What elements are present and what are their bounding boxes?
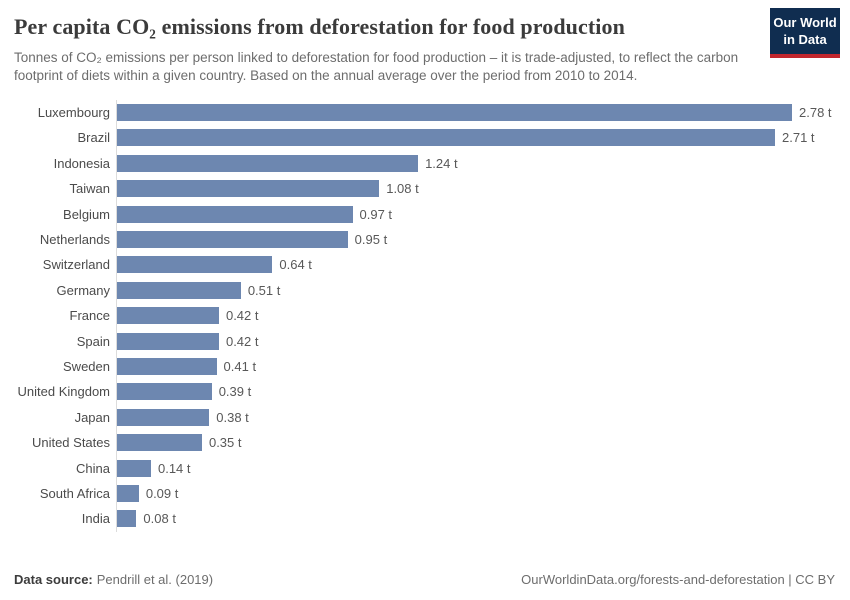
chart-title: Per capita CO₂ emissions from deforestat… [14,14,625,39]
country-label: Luxembourg [37,105,110,121]
bar [117,307,219,325]
country-label: Sweden [63,359,110,374]
bar [117,154,419,172]
country-label: Netherlands [39,232,110,248]
table-row: South Africa 0.09 t [14,480,850,507]
value-label: 0.97 t [359,206,393,222]
bar [117,205,353,223]
chart-header: Per capita CO₂ emissions from deforestat… [0,0,850,85]
data-source-label: Data source: [14,572,93,587]
value-label: 0.42 t [225,308,259,324]
country-label: India [81,511,110,527]
bar-chart-rows: Luxembourg 2.78 t Brazil 2.71 t Indonesi… [14,99,850,532]
data-source: Data source: Pendrill et al. (2019) [14,572,213,587]
table-row: Spain 0.42 t [14,328,850,354]
chart-footer: Data source: Pendrill et al. (2019) OurWo… [14,572,835,587]
data-source-value: Pendrill et al. (2019) [96,572,214,587]
country-label: Spain [76,333,110,349]
bar [117,408,210,426]
value-label: 0.42 t [225,333,259,349]
bar [117,180,380,198]
country-label: China [76,460,110,476]
table-row: China 0.14 t [14,455,850,481]
country-label: United States [31,435,110,451]
table-row: Indonesia 1.24 t [14,150,850,177]
bar-track: 0.95 t [116,226,850,253]
value-label: 0.35 t [208,435,242,451]
table-row: France 0.42 t [14,303,850,329]
bar-track: 0.08 t [116,506,850,532]
table-row: Switzerland 0.64 t [14,252,850,278]
bar-track: 0.35 t [116,429,850,456]
owid-logo: Our World in Data [770,8,840,59]
value-label: 0.95 t [354,232,388,248]
table-row: Germany 0.51 t [14,277,850,304]
bar-track: 2.78 t [116,99,850,126]
owid-logo-line2: in Data [783,31,827,47]
bar [117,104,792,122]
bar-track: 1.08 t [116,176,850,202]
table-row: Japan 0.38 t [14,404,850,430]
country-label: Belgium [63,206,110,222]
value-label: 0.39 t [218,384,252,400]
chart-subtitle: Tonnes of CO₂ emissions per person linke… [14,50,739,83]
country-label: United Kingdom [17,384,111,400]
value-label: 2.71 t [782,130,815,146]
bar [117,459,151,477]
table-row: Taiwan 1.08 t [14,176,850,202]
bar-track: 0.38 t [116,404,850,430]
bar-track: 0.42 t [116,328,850,354]
bar-track: 0.14 t [116,455,850,481]
bar-chart: Luxembourg 2.78 t Brazil 2.71 t Indonesi… [0,99,850,532]
bar [117,129,775,147]
table-row: Belgium 0.97 t [14,201,850,227]
table-row: Luxembourg 2.78 t [14,99,850,126]
country-label: Switzerland [42,257,110,273]
owid-logo-line1: Our World [773,15,837,30]
bar [117,231,348,249]
table-row: India 0.08 t [14,506,850,532]
value-label: 2.78 t [799,105,832,121]
country-label: France [69,308,110,324]
bar-track: 2.71 t [116,125,850,151]
value-label: 0.51 t [247,282,281,298]
footer-link: OurWorldinData.org/forests-and-deforesta… [521,572,835,587]
table-row: United States 0.35 t [14,429,850,456]
value-label: 0.64 t [279,257,312,273]
bar-track: 0.42 t [116,303,850,329]
value-label: 0.09 t [145,485,179,501]
bar-track: 0.97 t [116,201,850,227]
table-row: Brazil 2.71 t [14,125,850,151]
bar [117,434,202,452]
country-label: Japan [74,409,110,425]
value-label: 0.41 t [223,359,257,374]
bar-track: 1.24 t [116,150,850,177]
value-label: 0.08 t [143,511,176,527]
bar-track: 0.41 t [116,353,850,380]
country-label: Taiwan [69,181,110,197]
bar [117,358,217,375]
value-label: 0.14 t [157,460,191,476]
country-label: Indonesia [53,155,110,171]
bar-track: 0.51 t [116,277,850,304]
bar [117,256,273,274]
country-label: Brazil [77,130,110,146]
table-row: Sweden 0.41 t [14,353,850,380]
bar-track: 0.64 t [116,252,850,278]
bar [117,484,139,502]
table-row: United Kingdom 0.39 t [14,379,850,405]
country-label: Germany [56,282,110,298]
bar [117,332,219,350]
bar-track: 0.39 t [116,379,850,405]
value-label: 0.38 t [216,409,249,425]
value-label: 1.08 t [386,181,419,197]
bar [117,510,137,528]
country-label: South Africa [39,485,110,501]
bar-track: 0.09 t [116,480,850,507]
bar [117,281,241,299]
table-row: Netherlands 0.95 t [14,226,850,253]
bar [117,383,212,401]
value-label: 1.24 t [425,155,458,171]
